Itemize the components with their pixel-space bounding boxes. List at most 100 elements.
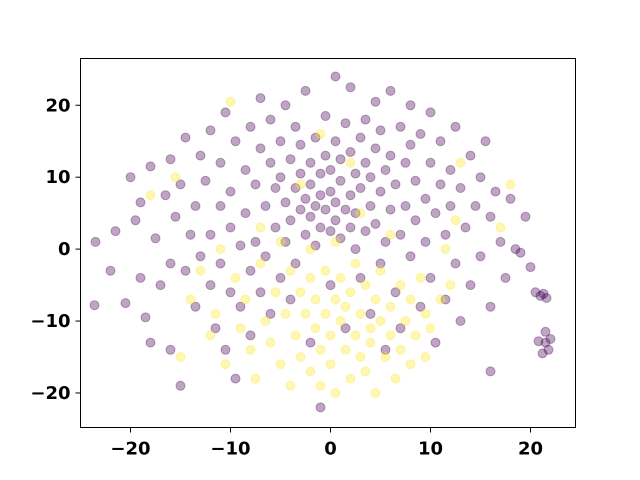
data-point <box>375 258 386 269</box>
data-point <box>290 121 301 132</box>
data-point <box>455 183 466 193</box>
data-point <box>405 100 416 111</box>
data-point <box>240 165 251 175</box>
data-point <box>265 114 276 125</box>
data-point <box>380 165 391 175</box>
data-point <box>170 211 181 222</box>
data-point <box>405 139 416 150</box>
data-point <box>315 402 326 413</box>
data-point <box>440 294 451 305</box>
data-point <box>205 330 216 341</box>
data-point <box>325 186 336 197</box>
data-point <box>440 229 451 240</box>
data-point <box>380 344 391 355</box>
data-point <box>190 301 201 312</box>
data-point <box>415 301 426 312</box>
data-point <box>430 208 441 219</box>
data-point <box>265 308 276 319</box>
data-point <box>285 154 296 165</box>
data-point <box>405 294 416 305</box>
data-point <box>541 293 552 303</box>
data-point <box>405 359 416 370</box>
data-point <box>505 193 516 204</box>
data-point <box>415 129 426 139</box>
data-point <box>195 150 206 161</box>
data-point <box>210 308 221 319</box>
data-point <box>315 344 326 355</box>
data-point <box>225 287 236 298</box>
data-point <box>410 330 421 341</box>
data-point <box>395 280 406 291</box>
data-point <box>340 301 351 312</box>
data-point <box>350 168 361 179</box>
data-point <box>290 258 301 269</box>
data-point <box>335 233 346 244</box>
data-point <box>480 136 491 147</box>
data-point <box>255 143 266 154</box>
data-point <box>325 359 336 370</box>
data-point <box>250 373 261 384</box>
data-point <box>280 308 291 319</box>
data-point <box>340 344 351 355</box>
data-point <box>470 201 481 211</box>
data-point <box>305 179 316 190</box>
data-point <box>300 308 311 319</box>
data-point <box>420 193 431 204</box>
y-tick-label: −20 <box>30 383 70 404</box>
data-point <box>365 308 376 319</box>
data-point <box>320 111 331 121</box>
data-point <box>485 211 496 222</box>
data-point <box>340 204 351 215</box>
data-point <box>265 337 276 348</box>
x-tick-label: 10 <box>418 439 443 460</box>
data-point <box>395 323 406 334</box>
data-point <box>340 323 351 334</box>
data-point <box>335 154 346 165</box>
data-point <box>345 222 356 233</box>
data-point <box>110 226 121 237</box>
data-point <box>425 157 436 168</box>
data-point <box>295 287 306 298</box>
data-point <box>305 211 316 222</box>
data-point <box>515 247 526 258</box>
data-point <box>385 330 396 341</box>
data-point <box>130 215 141 226</box>
data-point <box>145 337 156 348</box>
data-point <box>355 183 366 193</box>
data-point <box>375 125 386 136</box>
data-point <box>330 71 341 82</box>
data-point <box>440 244 451 255</box>
data-point <box>150 233 161 244</box>
data-point <box>215 157 226 168</box>
data-point <box>335 316 346 326</box>
data-point <box>295 204 306 215</box>
data-point <box>395 229 406 240</box>
data-point <box>220 107 231 118</box>
data-point <box>300 193 311 204</box>
data-point <box>385 229 396 240</box>
data-point <box>275 272 286 283</box>
data-point <box>135 197 146 208</box>
data-point <box>185 229 196 240</box>
data-point <box>435 136 446 147</box>
data-point <box>195 265 206 276</box>
data-point <box>485 366 496 377</box>
data-point <box>325 226 336 237</box>
data-point <box>330 236 341 247</box>
data-point <box>345 190 356 201</box>
data-point <box>285 380 296 391</box>
data-point <box>543 344 554 355</box>
data-point <box>385 204 396 215</box>
data-point <box>445 165 456 175</box>
data-point <box>540 337 551 348</box>
data-point <box>330 294 341 305</box>
data-point <box>290 330 301 341</box>
data-point <box>345 82 356 93</box>
data-point <box>260 201 271 211</box>
data-point <box>305 244 316 255</box>
data-point <box>320 308 331 319</box>
data-point <box>400 201 411 211</box>
data-point <box>325 165 336 175</box>
data-point <box>375 316 386 326</box>
data-point <box>235 301 246 312</box>
